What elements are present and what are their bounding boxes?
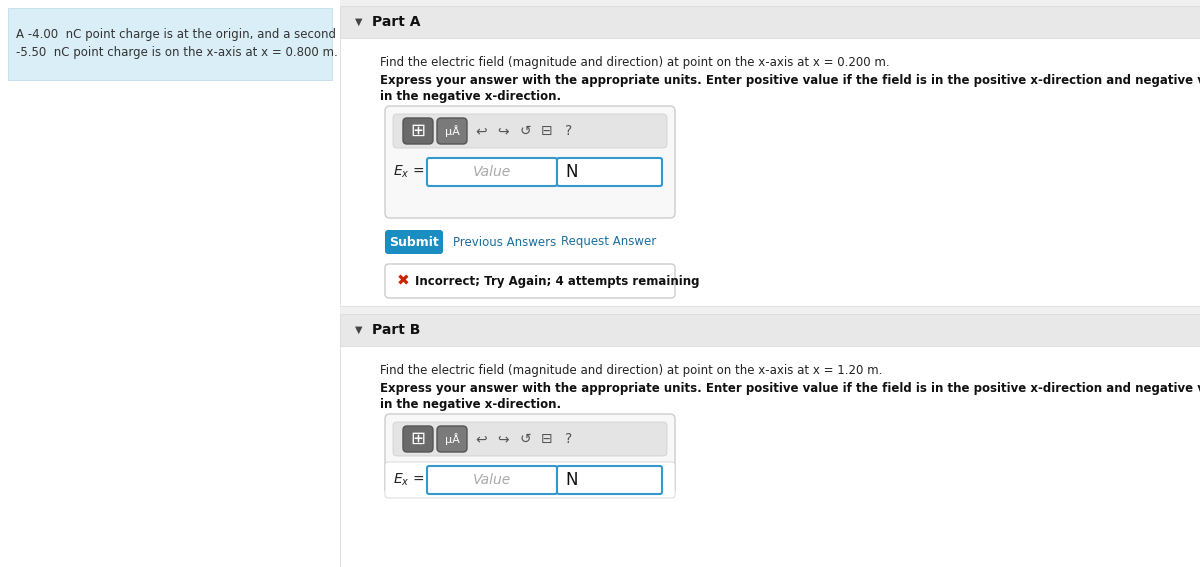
FancyBboxPatch shape [385,106,674,218]
Text: ↪: ↪ [497,432,509,446]
FancyBboxPatch shape [394,114,667,148]
FancyBboxPatch shape [385,414,674,494]
FancyBboxPatch shape [394,422,667,456]
Text: ⊞: ⊞ [410,122,426,140]
Text: Express your answer with the appropriate units. Enter positive value if the fiel: Express your answer with the appropriate… [380,382,1200,395]
Text: Express your answer with the appropriate units. Enter positive value if the fiel: Express your answer with the appropriate… [380,74,1200,87]
FancyBboxPatch shape [385,462,674,498]
Text: Request Answer: Request Answer [562,235,656,248]
Text: ▼: ▼ [355,325,362,335]
Text: Value: Value [473,473,511,487]
Text: N: N [565,471,577,489]
Text: A -4.00  nC point charge is at the origin, and a second: A -4.00 nC point charge is at the origin… [16,28,336,41]
Text: $E_x$ =: $E_x$ = [394,472,425,488]
Text: Find the electric field (magnitude and direction) at point on the x-axis at x = : Find the electric field (magnitude and d… [380,56,889,69]
Text: Part B: Part B [372,323,420,337]
Text: Part A: Part A [372,15,420,29]
FancyBboxPatch shape [385,264,674,298]
Text: ↺: ↺ [520,432,530,446]
Text: ↺: ↺ [520,124,530,138]
Text: ↩: ↩ [475,432,487,446]
Text: $E_x$ =: $E_x$ = [394,164,425,180]
Text: Submit: Submit [389,235,439,248]
Text: ⊟: ⊟ [541,124,553,138]
FancyBboxPatch shape [427,466,557,494]
Text: ↪: ↪ [497,124,509,138]
Text: μÅ: μÅ [444,125,460,137]
Bar [0,0,340,567]
Text: ▼: ▼ [355,17,362,27]
Text: Incorrect; Try Again; 4 attempts remaining: Incorrect; Try Again; 4 attempts remaini… [415,274,700,287]
Bar [340,6,1200,38]
Text: N: N [565,163,577,181]
Text: Find the electric field (magnitude and direction) at point on the x-axis at x = : Find the electric field (magnitude and d… [380,364,882,377]
Bar [340,0,1200,567]
FancyBboxPatch shape [403,426,433,452]
Text: ↩: ↩ [475,124,487,138]
FancyBboxPatch shape [427,158,557,186]
FancyBboxPatch shape [437,118,467,144]
Text: ?: ? [565,124,572,138]
Text: Previous Answers: Previous Answers [454,235,557,248]
FancyBboxPatch shape [403,118,433,144]
Bar [8,8,332,80]
Text: ⊞: ⊞ [410,430,426,448]
FancyBboxPatch shape [437,426,467,452]
Text: μÅ: μÅ [444,433,460,445]
FancyBboxPatch shape [557,158,662,186]
Text: -5.50  nC point charge is on the x-axis at x = 0.800 m.: -5.50 nC point charge is on the x-axis a… [16,46,337,59]
FancyBboxPatch shape [557,466,662,494]
Text: ?: ? [565,432,572,446]
Text: ✖: ✖ [397,273,409,289]
Text: Value: Value [473,165,511,179]
Bar [340,38,1200,306]
Text: ⊟: ⊟ [541,432,553,446]
FancyBboxPatch shape [385,230,443,254]
Bar [340,346,1200,567]
Bar [340,314,1200,346]
Text: in the negative x-direction.: in the negative x-direction. [380,398,562,411]
Text: in the negative x-direction.: in the negative x-direction. [380,90,562,103]
